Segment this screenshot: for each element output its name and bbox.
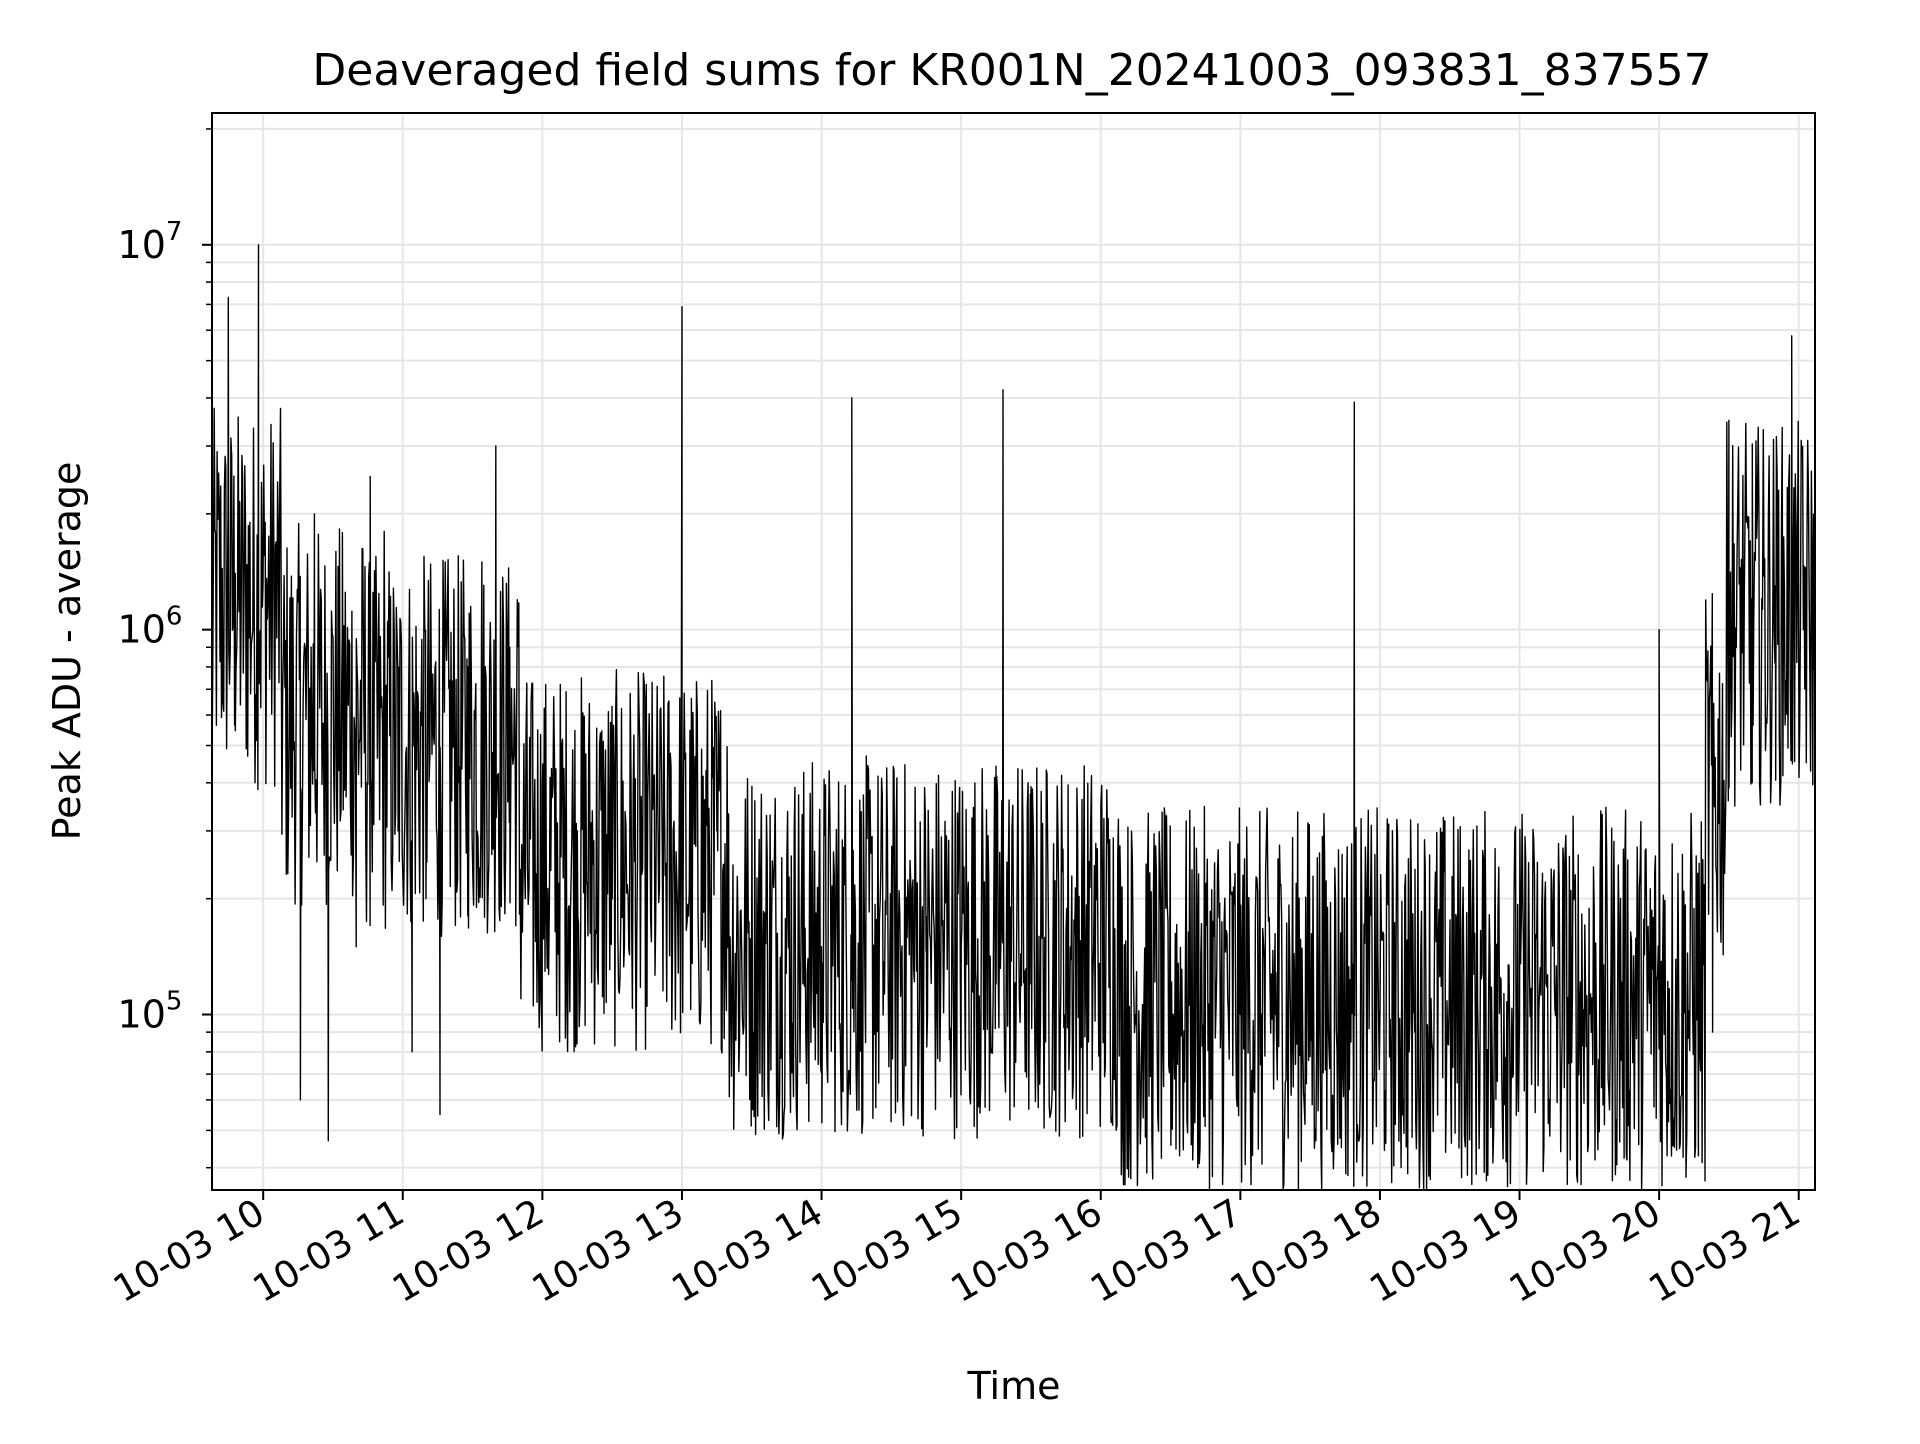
series-line <box>211 244 1816 1191</box>
y-axis-ticks: 105 106 107 <box>118 128 212 1169</box>
y-tick-label: 105 <box>118 987 183 1037</box>
x-axis-label: Time <box>967 1364 1061 1408</box>
plot-frame <box>211 112 1816 1191</box>
y-tick-label: 107 <box>118 217 183 267</box>
y-tick-label: 106 <box>118 602 183 652</box>
minor-gridlines-y <box>212 127 1815 1169</box>
chart-title: Deaveraged field sums for KR001N_2024100… <box>312 45 1711 96</box>
y-axis-label: Peak ADU - average <box>45 462 89 841</box>
